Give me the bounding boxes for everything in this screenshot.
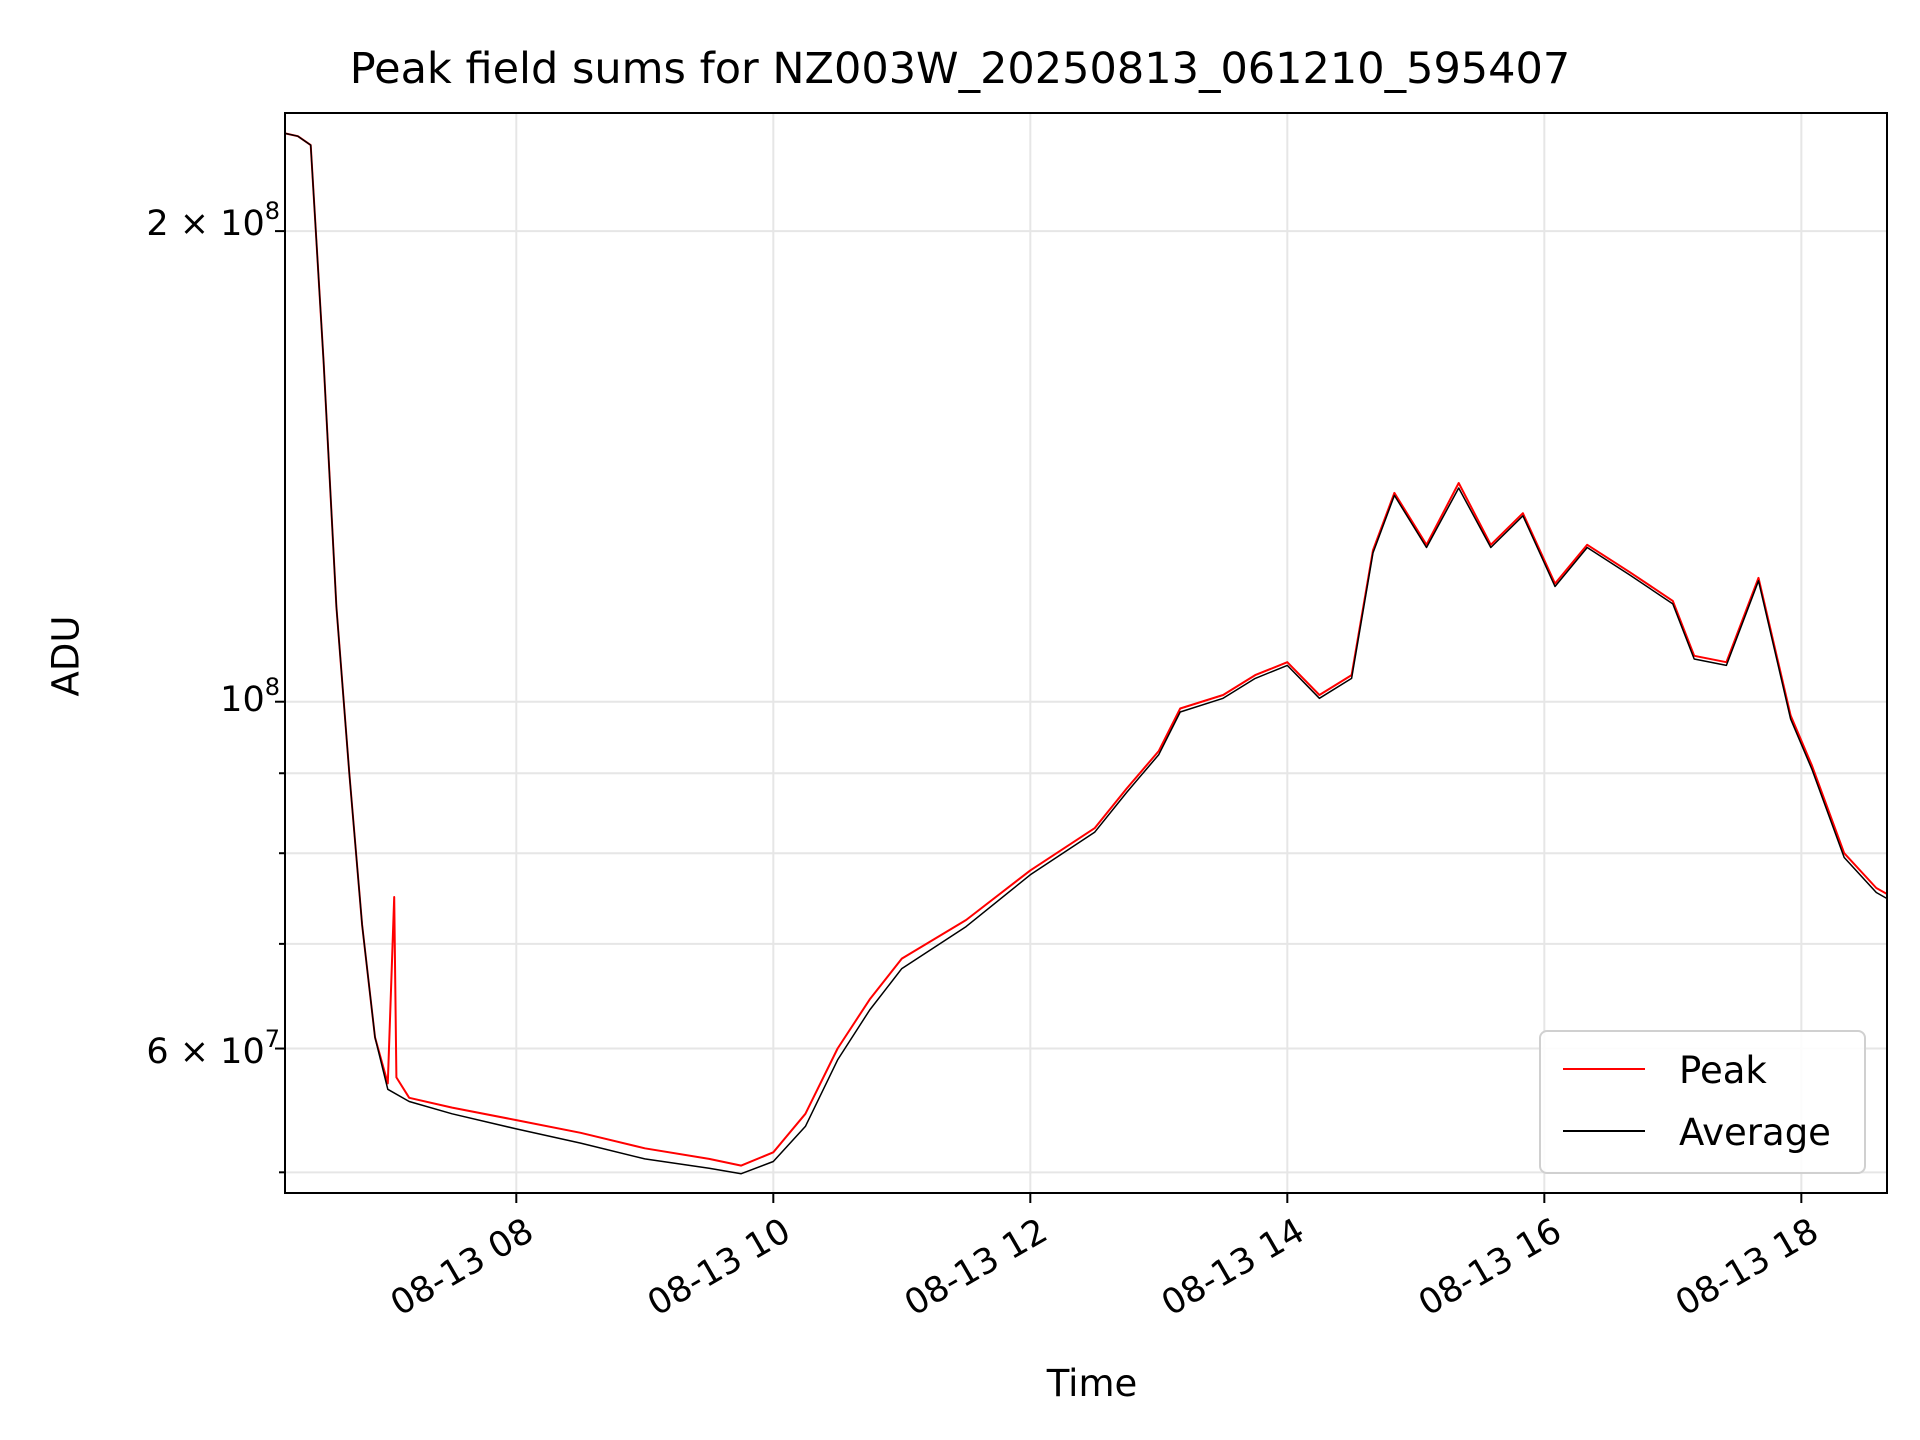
y-tick-base: 2 × 10 — [146, 204, 265, 244]
series-line-peak — [285, 132, 1887, 1167]
grid-lines — [285, 113, 1887, 1193]
legend: Peak Average — [1539, 1030, 1866, 1174]
y-tick-exponent: 8 — [264, 197, 280, 225]
plot-frame — [284, 112, 1888, 1194]
x-axis-label: Time — [1046, 1362, 1138, 1405]
y-tick-label: 2 × 108 — [146, 199, 280, 244]
y-tick-exponent: 8 — [264, 673, 280, 701]
y-tick-label: 108 — [220, 675, 280, 720]
series-line-average — [285, 132, 1887, 1175]
legend-label-peak: Peak — [1679, 1049, 1767, 1092]
y-tick-exponent: 7 — [264, 1025, 280, 1053]
legend-item-average: Average — [1541, 1106, 1864, 1156]
legend-swatch-average — [1563, 1130, 1645, 1132]
y-tick-label: 6 × 107 — [146, 1027, 280, 1072]
chart-title: Peak field sums for NZ003W_20250813_0612… — [349, 44, 1571, 94]
legend-swatch-peak — [1563, 1068, 1645, 1070]
series-layer — [285, 132, 1887, 1175]
legend-label-average: Average — [1679, 1111, 1831, 1154]
y-axis-label: ADU — [44, 615, 88, 697]
y-tick-base: 10 — [220, 680, 265, 720]
y-tick-base: 6 × 10 — [146, 1032, 265, 1072]
legend-item-peak: Peak — [1541, 1044, 1864, 1094]
tick-marks — [275, 230, 1803, 1203]
